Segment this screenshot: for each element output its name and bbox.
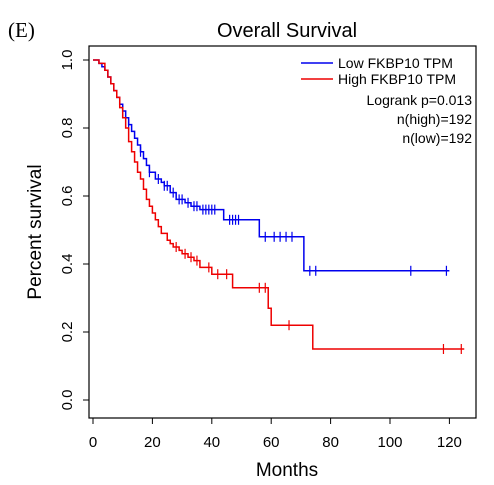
- chart-title: Overall Survival: [217, 20, 357, 42]
- x-axis-label: Months: [256, 460, 318, 481]
- logrank-annotation: Logrank p=0.013: [367, 92, 473, 108]
- x-tick-label: 120: [437, 434, 462, 451]
- legend-label-low: Low FKBP10 TPM: [338, 55, 453, 71]
- x-tick-label: 0: [89, 434, 97, 451]
- legend-label-high: High FKBP10 TPM: [338, 71, 456, 87]
- plot-frame: [88, 45, 477, 419]
- y-axis-label: Percent survival: [25, 164, 46, 299]
- y-tick-label: 0.8: [59, 118, 76, 139]
- y-tick-label: 1.0: [59, 50, 76, 71]
- n-high-annotation: n(high)=192: [397, 111, 472, 127]
- y-axis: 0.0 0.2 0.4 0.6 0.8 1.0: [59, 50, 89, 411]
- y-tick-label: 0.6: [59, 186, 76, 207]
- x-tick-label: 40: [203, 434, 220, 451]
- x-tick-label: 20: [144, 434, 161, 451]
- n-low-annotation: n(low)=192: [402, 130, 472, 146]
- y-tick-label: 0.0: [59, 390, 76, 411]
- series-line-1: [93, 59, 465, 350]
- y-tick-label: 0.4: [59, 254, 76, 275]
- x-tick-label: 80: [322, 434, 339, 451]
- series-layer: [93, 59, 465, 354]
- y-tick-label: 0.2: [59, 322, 76, 343]
- legend: Low FKBP10 TPM High FKBP10 TPM Logrank p…: [301, 55, 472, 146]
- x-tick-label: 100: [377, 434, 402, 451]
- x-tick-label: 60: [263, 434, 280, 451]
- x-axis: 0 20 40 60 80 100 120: [89, 418, 462, 451]
- panel-label: (E): [8, 18, 35, 42]
